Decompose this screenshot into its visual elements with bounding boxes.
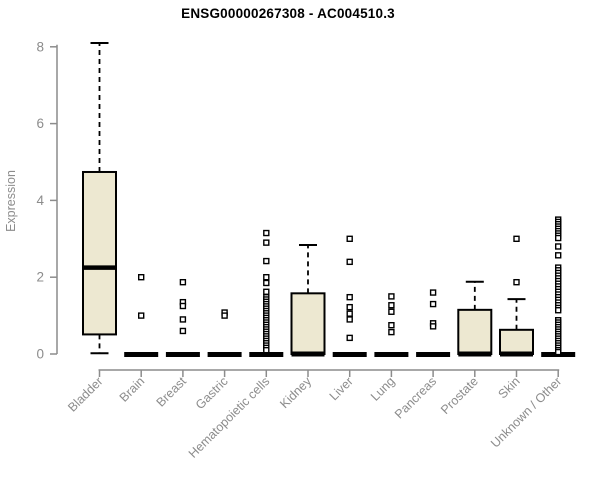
outlier-point-liver <box>346 235 353 243</box>
x-tick-label-pancreas: Pancreas <box>392 374 439 421</box>
outlier-point-liver <box>346 293 353 301</box>
x-tick-label-hematopoietic-cells: Hematopoietic cells <box>186 374 273 461</box>
outlier-point-unknown-other <box>555 243 562 250</box>
outlier-point-lung <box>388 293 395 300</box>
outlier-point-gastric <box>221 312 228 319</box>
x-tick-label-gastric: Gastric <box>193 374 231 412</box>
outlier-point-unknown-other <box>555 307 562 314</box>
outlier-point-pancreas <box>429 300 437 308</box>
x-tick-label-breast: Breast <box>154 374 190 410</box>
box-prostate <box>457 308 493 355</box>
x-tick-label-prostate: Prostate <box>438 374 481 417</box>
outlier-point-pancreas <box>429 323 437 330</box>
outlier-point-skin <box>513 278 520 286</box>
x-tick-label-lung: Lung <box>368 374 398 404</box>
outlier-point-lung <box>388 328 395 336</box>
box-skin <box>499 328 534 356</box>
y-tick-label: 6 <box>36 116 44 131</box>
outlier-point-hematopoietic-cells <box>263 279 270 287</box>
outlier-point-lung <box>388 322 395 329</box>
x-tick-label-unknown-other: Unknown / Other <box>488 374 564 450</box>
outlier-point-hematopoietic-cells <box>263 274 270 281</box>
outlier-point-hematopoietic-cells <box>263 229 270 237</box>
outlier-point-breast <box>179 278 187 286</box>
x-tick-label-bladder: Bladder <box>65 374 105 414</box>
outlier-point-breast <box>179 327 187 335</box>
box-bladder <box>82 170 117 336</box>
outlier-point-hematopoietic-cells <box>263 288 270 295</box>
y-tick-label: 0 <box>36 347 44 362</box>
outlier-point-lung <box>388 302 395 309</box>
y-tick-label: 4 <box>36 193 44 208</box>
x-tick-label-skin: Skin <box>496 374 523 401</box>
outlier-point-breast <box>179 316 187 323</box>
outlier-point-skin <box>513 235 520 243</box>
y-tick-label: 2 <box>36 270 44 285</box>
outlier-point-brain <box>137 312 145 319</box>
outlier-point-hematopoietic-cells <box>263 257 270 265</box>
outlier-point-hematopoietic-cells <box>263 346 270 354</box>
outlier-point-brain <box>137 274 145 281</box>
box-kidney <box>290 292 326 356</box>
outlier-point-unknown-other <box>555 252 562 259</box>
outlier-point-unknown-other <box>555 348 562 356</box>
x-tick-label-kidney: Kidney <box>277 374 314 411</box>
outlier-point-liver <box>346 303 353 311</box>
outlier-point-liver <box>346 334 353 342</box>
chart-title: ENSG00000267308 - AC004510.3 <box>181 6 395 21</box>
x-tick-label-brain: Brain <box>117 374 148 405</box>
outlier-point-liver <box>346 316 353 323</box>
outlier-point-pancreas <box>429 289 437 296</box>
outlier-point-breast <box>179 302 187 310</box>
outlier-point-unknown-other <box>555 234 562 242</box>
outlier-point-hematopoietic-cells <box>263 239 270 246</box>
y-tick-label: 8 <box>36 39 44 54</box>
outlier-point-liver <box>346 258 353 266</box>
outlier-point-liver <box>346 310 353 317</box>
outlier-point-lung <box>388 308 395 315</box>
x-tick-label-liver: Liver <box>327 374 356 403</box>
